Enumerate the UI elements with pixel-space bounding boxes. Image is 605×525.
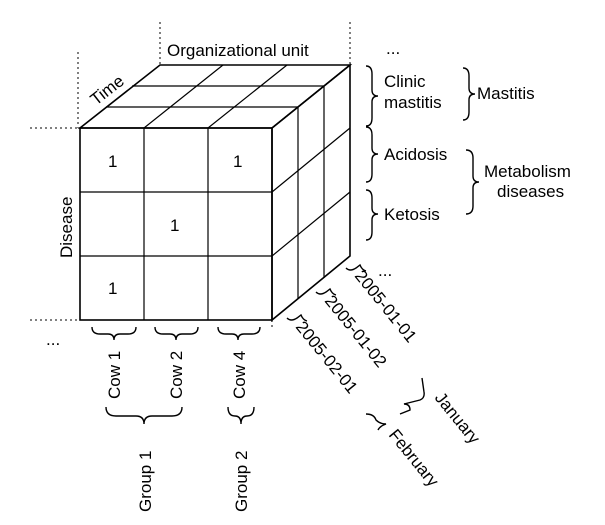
brace-date1 (345, 263, 367, 272)
time-labels: 2005-01-01 2005-01-02 2005-02-01 January… (286, 263, 484, 491)
brace-group1 (105, 406, 183, 425)
organizational-labels: Cow 1 Cow 2 Cow 4 Group 1 Group 2 (91, 326, 261, 512)
brace-ketosis (365, 189, 379, 241)
label-clinic-line1: Clinic (384, 72, 426, 91)
brace-date2 (315, 287, 337, 296)
brace-cow2 (154, 326, 199, 341)
guide-lines (30, 22, 351, 330)
brace-metabolism (465, 149, 480, 215)
cube (77, 63, 353, 322)
ellipsis-top-right: ... (386, 39, 400, 58)
label-clinic-line2: mastitis (384, 93, 442, 112)
ellipsis-bottom-left: ... (46, 330, 60, 349)
side-grid (271, 86, 351, 299)
label-cow1: Cow 1 (105, 351, 124, 399)
label-january: January (431, 389, 484, 448)
brace-cow1 (91, 326, 137, 341)
brace-february (365, 413, 387, 431)
cube-top-face (77, 64, 353, 129)
cell-r1c1: 1 (108, 152, 117, 171)
axis-label-time: Time (87, 71, 128, 109)
label-group1: Group 1 (136, 451, 155, 512)
axis-label-disease: Disease (57, 197, 76, 258)
label-acidosis: Acidosis (384, 145, 447, 164)
cell-values: 1 1 1 1 (108, 152, 242, 298)
brace-mastitis (462, 67, 476, 121)
brace-cow4 (217, 326, 261, 341)
label-cow2: Cow 2 (167, 351, 186, 399)
brace-date3 (286, 313, 308, 322)
ellipsis-depth: ... (378, 261, 392, 280)
label-ketosis: Ketosis (384, 205, 440, 224)
cell-r2c2: 1 (170, 216, 179, 235)
disease-labels: Clinic mastitis Mastitis Acidosis Ketosi… (365, 65, 571, 241)
cube-side-face (271, 63, 351, 322)
brace-clinic-mastitis (365, 65, 379, 127)
top-grid (106, 64, 324, 129)
axis-label-organizational-unit: Organizational unit (167, 41, 309, 60)
label-group2: Group 2 (232, 451, 251, 512)
brace-january (399, 377, 425, 415)
cell-r3c1: 1 (108, 279, 117, 298)
cell-r1c3: 1 (233, 152, 242, 171)
label-cow4: Cow 4 (230, 351, 249, 399)
front-grid (80, 128, 272, 320)
label-mastitis: Mastitis (477, 84, 535, 103)
label-metabolism-line1: Metabolism (484, 162, 571, 181)
label-february: February (385, 426, 443, 491)
brace-group2 (227, 406, 255, 425)
cube-front-face (79, 127, 273, 321)
label-metabolism-line2: diseases (497, 182, 564, 201)
brace-acidosis (365, 126, 379, 183)
